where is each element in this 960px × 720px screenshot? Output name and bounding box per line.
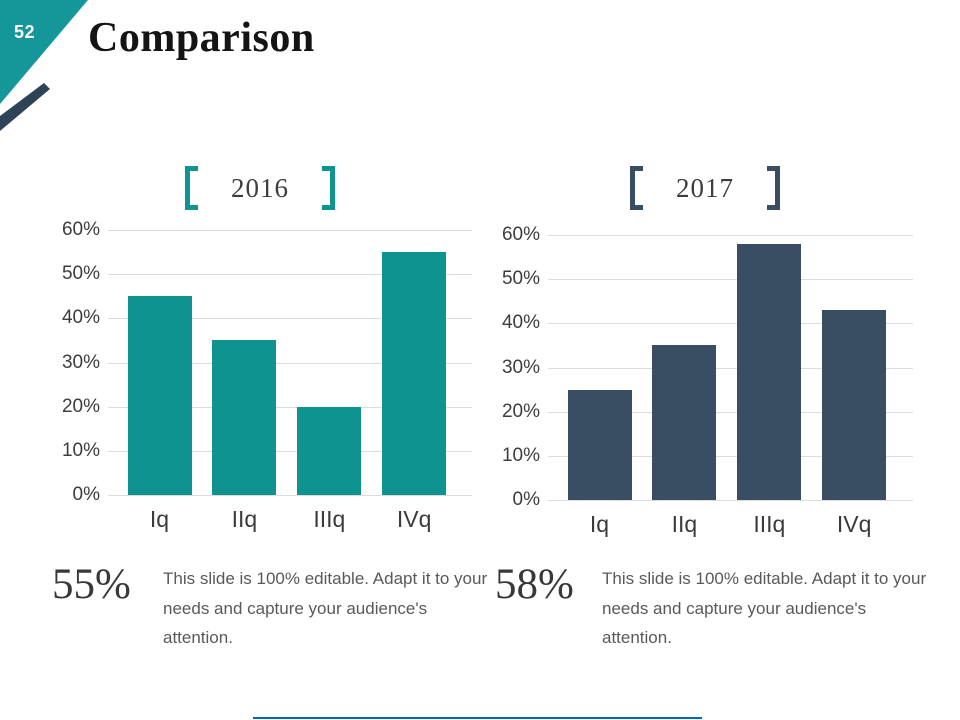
y-axis-tick-label: 10% [501,444,540,466]
left-bracket-icon [630,166,643,210]
y-axis-tick-label: 50% [501,268,540,290]
x-axis-category-label: IVq [396,506,432,532]
bar-chart-2016: 2016 0% 10% 20% 30% 40% 50% 60% Iq IIq IIIq IVq [30,160,490,560]
y-axis-tick-label: 40% [501,312,540,334]
gridline [548,235,913,236]
gridline [548,367,913,369]
y-axis-tick-label: 30% [61,351,100,373]
bar-chart-2017: 2017 0% 10% 20% 30% 40% 50% 60% Iq IIq IIIq IVq [470,160,930,560]
corner-navy-stripe [0,83,50,131]
bar-IIq [652,345,717,500]
bar-Iq [567,389,632,500]
y-axis-tick-label: 50% [61,263,100,285]
bar-IVq [822,310,887,500]
x-axis-category-label: Iq [589,511,610,537]
gridline [108,495,472,496]
gridline [108,274,472,276]
left-bracket-icon [185,166,198,210]
chart-year-header: 2017 [630,162,780,214]
stat-value-2017: 58% [495,561,574,608]
right-bracket-icon [767,166,780,210]
x-axis-category-label: Iq [149,506,170,532]
y-axis-tick-label: 10% [61,439,100,461]
y-axis-tick-label: 20% [501,400,540,422]
bar-Iq [127,296,192,495]
right-bracket-icon [322,166,335,210]
bar-IIq [212,340,277,495]
gridline [108,230,472,231]
gridline [108,406,472,408]
stat-description-2017: This slide is 100% editable. Adapt it to… [602,569,927,647]
y-axis-tick-label: 0% [72,484,100,505]
x-axis-category-label: IIq [671,511,698,537]
x-axis-category-label: IIq [231,506,258,532]
gridline [108,362,472,364]
bar-IVq [382,252,447,495]
y-axis-tick-label: 0% [512,489,540,510]
stat-description-2016: This slide is 100% editable. Adapt it to… [163,569,488,647]
y-axis-tick-label: 20% [61,395,100,417]
gridline [548,279,913,281]
bottom-accent-line [253,717,702,719]
y-axis-tick-label: 30% [501,356,540,378]
y-axis-tick-label: 60% [501,224,540,245]
chart-year-label: 2016 [231,172,289,203]
gridline [548,455,913,457]
chart-year-label: 2017 [676,172,734,203]
corner-triangle [0,0,88,104]
gridline [548,500,913,501]
y-axis-tick-label: 40% [61,307,100,329]
gridline [548,411,913,413]
y-axis-tick-label: 60% [61,219,100,240]
corner-decoration [0,0,88,131]
stat-value-2016: 55% [52,561,131,608]
bar-IIIq [297,406,362,495]
x-axis-category-label: IVq [836,511,872,537]
x-axis-category-label: IIIq [753,511,786,537]
chart-year-header: 2016 [185,162,335,214]
bar-IIIq [737,243,802,500]
page-title: Comparison [88,15,315,61]
gridline [108,450,472,452]
gridline [108,318,472,320]
x-axis-category-label: IIIq [313,506,346,532]
gridline [548,323,913,325]
slide-number: 52 [14,22,36,42]
